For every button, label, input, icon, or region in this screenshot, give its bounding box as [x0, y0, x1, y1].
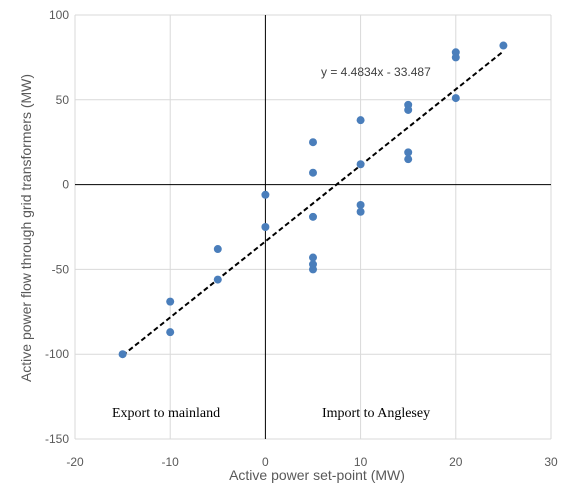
data-point [404, 148, 413, 157]
data-point [309, 265, 317, 274]
data-point [309, 138, 317, 147]
data-point [404, 155, 413, 164]
data-point [118, 350, 127, 359]
data-point [166, 328, 175, 337]
data-point [166, 297, 175, 306]
data-point [213, 245, 222, 254]
y-tick-label: 100 [49, 8, 69, 22]
y-axis-title: Active power flow through grid transform… [18, 74, 34, 382]
data-point [309, 168, 317, 177]
data-point [356, 200, 365, 209]
trendline [121, 50, 505, 357]
trendline-line [121, 50, 505, 357]
x-tick-label: -10 [162, 455, 180, 469]
data-point [309, 253, 317, 262]
annotation-export: Export to mainland [112, 406, 220, 421]
data-point [356, 116, 365, 125]
x-tick-label: 30 [544, 455, 558, 469]
y-tick-label: 0 [62, 178, 69, 192]
data-point [451, 94, 460, 103]
trendline-equation: y = 4.4834x - 33.487 [321, 65, 431, 79]
y-tick-label: -150 [45, 432, 69, 446]
y-tick-label: -100 [45, 347, 69, 361]
data-point [213, 275, 222, 284]
x-tick-label: -20 [66, 455, 84, 469]
x-tick-labels: -20 -10 0 10 20 30 [66, 455, 558, 469]
data-point [261, 190, 270, 199]
x-axis-title: Active power set-point (MW) [229, 467, 405, 483]
x-tick-label: 10 [354, 455, 368, 469]
zero-axes [75, 15, 551, 439]
data-point [356, 207, 365, 216]
data-point [404, 105, 413, 114]
y-tick-labels: -150 -100 -50 0 50 100 [45, 8, 69, 446]
data-point [356, 160, 365, 169]
y-tick-label: -50 [52, 262, 70, 276]
annotation-import: Import to Anglesey [322, 406, 430, 421]
data-point [451, 53, 460, 62]
data-point [261, 223, 270, 231]
gridlines [74, 14, 552, 440]
x-tick-label: 20 [449, 455, 463, 469]
data-point [309, 212, 317, 221]
data-points [118, 41, 508, 359]
x-tick-label: 0 [262, 455, 269, 469]
data-point [499, 41, 508, 50]
y-tick-label: 50 [56, 93, 70, 107]
